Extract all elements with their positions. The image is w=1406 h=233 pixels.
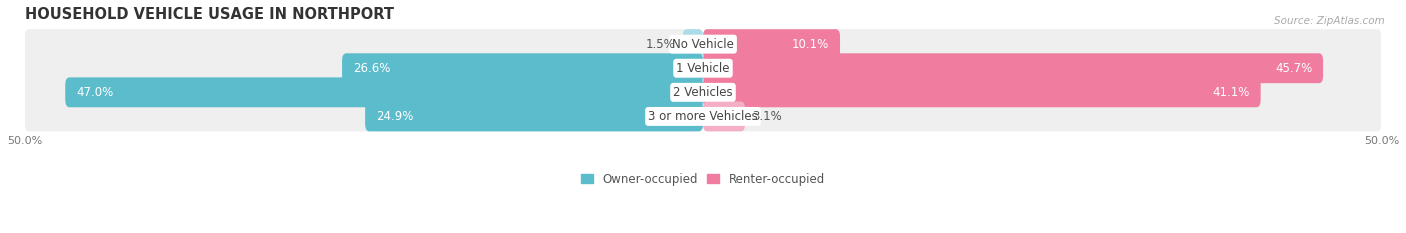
Text: 3.1%: 3.1% [752, 110, 782, 123]
FancyBboxPatch shape [24, 53, 703, 83]
Text: 24.9%: 24.9% [375, 110, 413, 123]
FancyBboxPatch shape [703, 53, 1382, 83]
FancyBboxPatch shape [703, 77, 1261, 107]
FancyBboxPatch shape [703, 102, 1382, 131]
FancyBboxPatch shape [683, 29, 703, 59]
Text: 26.6%: 26.6% [353, 62, 391, 75]
FancyBboxPatch shape [366, 102, 703, 131]
FancyBboxPatch shape [24, 102, 703, 131]
Text: No Vehicle: No Vehicle [672, 38, 734, 51]
FancyBboxPatch shape [703, 53, 1323, 83]
Legend: Owner-occupied, Renter-occupied: Owner-occupied, Renter-occupied [581, 173, 825, 186]
FancyBboxPatch shape [703, 102, 745, 131]
FancyBboxPatch shape [703, 29, 839, 59]
Text: 3 or more Vehicles: 3 or more Vehicles [648, 110, 758, 123]
Text: 47.0%: 47.0% [76, 86, 114, 99]
Text: Source: ZipAtlas.com: Source: ZipAtlas.com [1274, 16, 1385, 26]
Text: HOUSEHOLD VEHICLE USAGE IN NORTHPORT: HOUSEHOLD VEHICLE USAGE IN NORTHPORT [24, 7, 394, 22]
Text: 1 Vehicle: 1 Vehicle [676, 62, 730, 75]
FancyBboxPatch shape [24, 29, 703, 59]
Text: 41.1%: 41.1% [1212, 86, 1250, 99]
Text: 10.1%: 10.1% [792, 38, 830, 51]
FancyBboxPatch shape [342, 53, 703, 83]
FancyBboxPatch shape [703, 77, 1382, 107]
Text: 45.7%: 45.7% [1275, 62, 1312, 75]
Text: 2 Vehicles: 2 Vehicles [673, 86, 733, 99]
Text: 1.5%: 1.5% [647, 38, 676, 51]
FancyBboxPatch shape [24, 77, 703, 107]
FancyBboxPatch shape [703, 29, 1382, 59]
FancyBboxPatch shape [65, 77, 703, 107]
